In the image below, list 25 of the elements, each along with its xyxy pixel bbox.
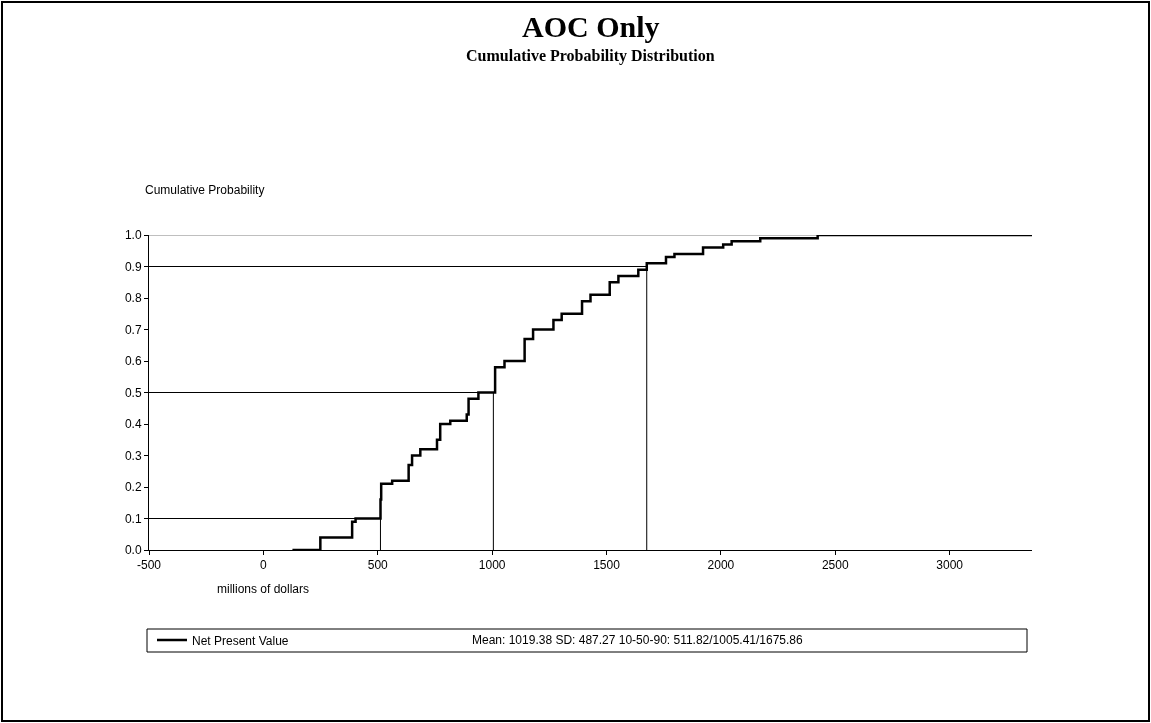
y-tick-label: 0.3 xyxy=(124,448,142,463)
y-tick-label: 0.0 xyxy=(124,543,142,558)
y-tick-label: 1.0 xyxy=(124,228,142,243)
chart-title: AOC Only xyxy=(522,10,660,43)
y-tick-label: 0.9 xyxy=(124,259,142,274)
y-tick-label: 0.7 xyxy=(124,322,142,337)
text: Mean: 1019.38 SD: 487.27 10-50-90: 511.82/1005.41/1675.86 xyxy=(472,633,804,647)
y-tick-label: 0.8 xyxy=(124,291,142,306)
y-axis-title: Cumulative Probability xyxy=(145,183,265,197)
x-tick-label: 3000 xyxy=(936,558,964,573)
y-tick-label: 0.2 xyxy=(124,480,142,495)
y-tick-label: 0.4 xyxy=(124,417,142,432)
y-tick-label: 0.5 xyxy=(124,385,142,400)
y-tick-label: 0.1 xyxy=(124,511,142,526)
x-tick-label: -500 xyxy=(136,558,162,573)
x-tick-label: 0 xyxy=(260,558,268,573)
chart-subtitle: Cumulative Probability Distribution xyxy=(466,47,715,65)
x-tick-label: 1500 xyxy=(593,558,621,573)
x-tick-label: 2000 xyxy=(707,558,735,573)
x-axis-title: millions of dollars xyxy=(217,582,310,596)
legend-label: Net Present Value xyxy=(192,633,289,648)
y-tick-label: 0.6 xyxy=(124,354,142,369)
x-tick-label: 500 xyxy=(367,558,389,573)
x-tick-label: 2500 xyxy=(821,558,849,573)
x-tick-label: 1000 xyxy=(478,558,506,573)
